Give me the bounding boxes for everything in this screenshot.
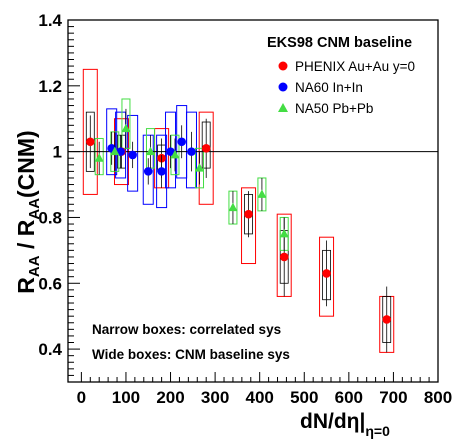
na50-point [257, 189, 267, 198]
legend-label-phenix: PHENIX Au+Au y=0 [295, 59, 415, 74]
x-tick-label: 0 [77, 388, 86, 407]
x-tick-label: 100 [112, 388, 140, 407]
legend-title: EKS98 CNM baseline [267, 35, 412, 51]
x-tick-label: 200 [156, 388, 184, 407]
legend-label-na60: NA60 In+In [295, 80, 363, 95]
na50-point [195, 163, 205, 172]
na50-point [121, 123, 131, 133]
legend-label-na50: NA50 Pb+Pb [295, 101, 373, 116]
na60-point [157, 167, 166, 176]
phenix-cnm-box [319, 236, 335, 317]
annotation-wide-boxes: Wide boxes: CNM baseline sys [92, 347, 290, 362]
na50-point [279, 228, 289, 238]
na60-sys-box [127, 114, 139, 192]
x-tick-label: 800 [424, 388, 452, 407]
y-tick-label: 1.2 [38, 77, 62, 96]
legend: EKS98 CNM baseline PHENIX Au+Au y=0 NA60… [267, 35, 415, 116]
y-tick-label: 1 [53, 143, 62, 162]
y-tick-label: 1.4 [38, 11, 62, 30]
x-tick-label: 300 [201, 388, 229, 407]
phenix-cnm-box [241, 187, 257, 265]
phenix-point [201, 144, 211, 153]
na60-sys-box [156, 134, 168, 209]
phenix-point [322, 269, 331, 278]
na60-sys-box [106, 108, 118, 176]
legend-marker-phenix [278, 61, 288, 71]
phenix-point [279, 252, 289, 262]
na60-point [128, 150, 137, 160]
na60-point [187, 147, 196, 156]
data-points [85, 108, 392, 353]
na50-point [145, 146, 155, 156]
x-tick-label: 500 [290, 388, 318, 407]
phenix-cnm-box [82, 68, 98, 195]
na50-sys-box [195, 147, 205, 189]
na60-sys-box [185, 111, 197, 189]
y-axis-label: RAA / RAA(CNM) [13, 130, 43, 293]
na50-point [228, 202, 238, 212]
svg-text:RAA / RAA(CNM): RAA / RAA(CNM) [13, 130, 43, 293]
na50-point [170, 149, 180, 159]
annotation-narrow-boxes: Narrow boxes: correlated sys [92, 322, 281, 337]
phenix-point [382, 315, 392, 324]
na60-sys-box [165, 111, 177, 189]
na60-point [143, 167, 153, 176]
na60-point [166, 147, 175, 156]
y-tick-label: 0.4 [38, 340, 62, 359]
x-tick-label: 700 [379, 388, 407, 407]
phenix-point [85, 137, 95, 147]
y-tick-label: 0.6 [38, 274, 62, 293]
plot-frame [67, 19, 439, 383]
axis-ticks: 0 100 200 300 400 500 600 700 800 0.4 0.6 0.8 1 1.2 1.… [38, 11, 452, 407]
x-tick-label: 400 [245, 388, 273, 407]
na60-point [177, 137, 186, 147]
legend-marker-na50 [278, 103, 288, 112]
na50-point [94, 153, 104, 162]
phenix-point [244, 209, 253, 219]
legend-marker-na60 [278, 82, 288, 92]
x-axis-label: dN/dη|η=0 [300, 410, 390, 439]
y-tick-label: 0.8 [38, 208, 62, 227]
na50-point [110, 146, 120, 156]
x-tick-label: 600 [335, 388, 363, 407]
na60-sys-box [142, 134, 154, 205]
